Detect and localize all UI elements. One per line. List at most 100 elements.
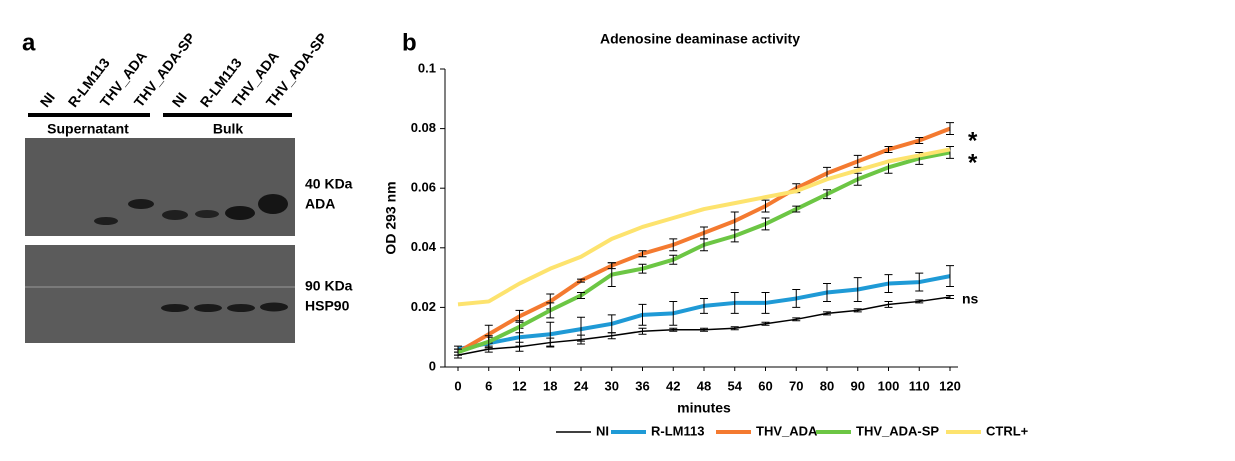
error-bar — [884, 300, 893, 308]
error-bar — [484, 335, 493, 349]
legend-label: THV_ADA — [756, 423, 818, 438]
error-bar — [607, 262, 616, 288]
x-tick-label: 18 — [543, 378, 557, 393]
error-bar — [638, 327, 647, 335]
marker-label: 40 KDa — [305, 176, 353, 192]
annotation: ns — [962, 291, 979, 307]
group-label: Supernatant — [47, 121, 129, 137]
band — [128, 199, 154, 209]
error-bar — [515, 320, 524, 334]
error-bar — [761, 217, 770, 231]
error-bar — [946, 122, 954, 136]
x-tick-label: 6 — [485, 378, 492, 393]
group-label: Bulk — [213, 121, 244, 137]
chart-title: Adenosine deaminase activity — [600, 31, 800, 47]
error-bar — [761, 199, 770, 213]
series-line — [457, 150, 951, 354]
x-tick-label: 100 — [878, 378, 900, 393]
blot-top — [25, 138, 295, 236]
band — [94, 217, 118, 225]
lane-label: NI — [37, 89, 58, 110]
error-bar — [546, 302, 555, 319]
error-bar — [700, 297, 708, 314]
x-tick-label: 110 — [909, 378, 930, 393]
x-tick-label: 80 — [820, 378, 834, 393]
error-bar — [577, 292, 585, 299]
error-bar — [638, 303, 647, 326]
error-bar — [823, 311, 831, 316]
western-blot: Supernatant Bulk 40 KDa ADA 90 KDa HSP90 — [25, 113, 353, 343]
error-bar — [669, 254, 678, 265]
y-axis-label: OD 293 nm — [383, 181, 399, 254]
lane-label: THV_ADA-SP — [263, 30, 331, 110]
error-bar — [577, 278, 585, 283]
error-bar — [669, 300, 678, 326]
error-bar — [577, 316, 585, 342]
error-bar — [761, 292, 770, 314]
x-tick-label: 0 — [454, 378, 461, 393]
error-bar — [946, 294, 954, 299]
marker-label: ADA — [305, 196, 335, 212]
annotation: * — [968, 127, 978, 154]
band — [162, 210, 188, 220]
x-tick-label: 70 — [789, 378, 803, 393]
error-bar — [853, 308, 862, 313]
band — [194, 304, 222, 312]
error-bar — [915, 137, 924, 144]
x-tick-label: 120 — [939, 378, 961, 393]
x-tick-label: 30 — [605, 378, 619, 393]
error-bar — [730, 229, 739, 243]
x-tick-label: 48 — [697, 378, 711, 393]
marker-label: HSP90 — [305, 298, 350, 314]
error-bar — [915, 272, 924, 292]
error-bar — [853, 172, 862, 186]
y-tick-label: 0.02 — [411, 299, 436, 314]
x-tick-label: 12 — [512, 378, 526, 393]
error-bar — [700, 327, 708, 332]
error-bar — [853, 277, 862, 302]
band — [225, 206, 255, 220]
error-bar — [700, 238, 708, 252]
x-axis-label: minutes — [677, 400, 731, 416]
error-bar — [638, 250, 647, 258]
y-tick-label: 0.06 — [411, 180, 436, 195]
y-tick-label: 0.04 — [411, 239, 437, 254]
band — [260, 302, 288, 312]
band — [195, 210, 219, 218]
annotation: * — [968, 149, 978, 176]
band — [227, 304, 255, 312]
series-line — [457, 147, 951, 307]
error-bar — [454, 348, 462, 356]
error-bar — [546, 321, 555, 347]
error-bar — [669, 327, 678, 332]
x-tick-label: 36 — [635, 378, 649, 393]
x-tick-label: 90 — [851, 378, 865, 393]
panel-label: a — [22, 29, 36, 56]
legend-label: R-LM113 — [651, 423, 704, 438]
y-tick-label: 0 — [429, 358, 436, 373]
error-bar — [823, 189, 831, 200]
error-bar — [792, 289, 801, 308]
error-bar — [607, 314, 616, 334]
legend-label: CTRL+ — [986, 423, 1029, 438]
band — [258, 194, 288, 214]
x-tick-label: 24 — [574, 378, 589, 393]
panel-label: b — [402, 29, 417, 56]
blot-bottom — [25, 245, 295, 343]
error-bar — [915, 299, 924, 304]
error-bar — [730, 326, 739, 331]
error-bar — [823, 283, 831, 302]
error-bar — [792, 205, 801, 213]
error-bar — [792, 317, 801, 322]
error-bar — [946, 265, 954, 288]
x-tick-label: 42 — [666, 378, 680, 393]
legend-label: THV_ADA-SP — [856, 423, 939, 438]
error-bar — [946, 145, 954, 159]
error-bar — [638, 263, 647, 274]
error-bar — [669, 238, 678, 252]
y-tick-label: 0.08 — [411, 120, 436, 135]
error-bar — [853, 154, 862, 168]
lane-label: NI — [169, 89, 190, 110]
error-bar — [730, 292, 739, 314]
band — [161, 304, 189, 312]
